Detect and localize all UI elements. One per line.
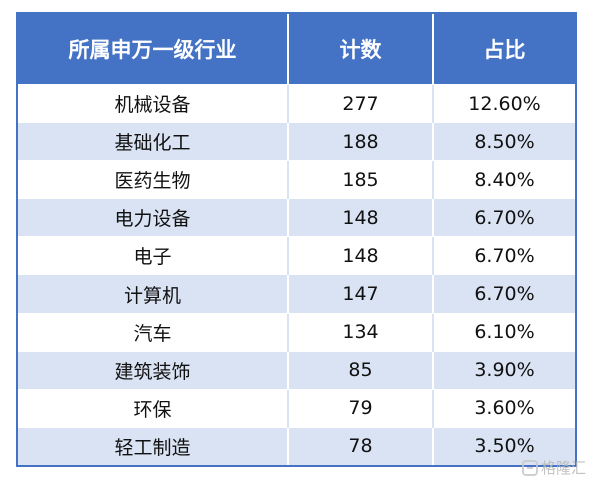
- cell-count: 148: [288, 198, 434, 237]
- cell-count: 78: [288, 426, 434, 465]
- table-row: 计算机 147 6.70%: [18, 274, 575, 314]
- header-count: 计数: [288, 14, 434, 85]
- cell-industry: 医药生物: [18, 160, 289, 199]
- cell-share: 3.60%: [433, 388, 575, 428]
- cell-count: 85: [288, 350, 434, 390]
- table-row: 汽车 134 6.10%: [18, 312, 575, 352]
- gelonghui-logo-icon: [521, 459, 538, 476]
- cell-share: 6.70%: [433, 236, 575, 275]
- industry-table: 所属申万一级行业 计数 占比 机械设备 277 12.60% 基础化工 188 …: [18, 14, 575, 465]
- table-row: 机械设备 277 12.60%: [18, 83, 575, 123]
- cell-share: 6.70%: [433, 198, 575, 237]
- table-row: 环保 79 3.60%: [18, 388, 575, 428]
- header-share: 占比: [433, 14, 575, 85]
- cell-count: 188: [288, 122, 434, 161]
- cell-count: 148: [288, 236, 434, 275]
- cell-industry: 机械设备: [18, 83, 289, 123]
- cell-share: 6.10%: [433, 312, 575, 352]
- table-row: 轻工制造 78 3.50%: [18, 426, 575, 465]
- cell-count: 185: [288, 160, 434, 199]
- header-industry: 所属申万一级行业: [18, 14, 289, 85]
- cell-share: 3.50%: [433, 426, 575, 465]
- watermark-text: 格隆汇: [540, 459, 586, 477]
- cell-share: 8.40%: [433, 160, 575, 199]
- cell-industry: 轻工制造: [18, 426, 289, 465]
- cell-industry: 建筑装饰: [18, 350, 289, 390]
- cell-share: 12.60%: [433, 83, 575, 123]
- table-row: 建筑装饰 85 3.90%: [18, 350, 575, 390]
- table-row: 电子 148 6.70%: [18, 236, 575, 275]
- cell-share: 3.90%: [433, 350, 575, 390]
- cell-industry: 汽车: [18, 312, 289, 352]
- cell-count: 277: [288, 83, 434, 123]
- cell-share: 8.50%: [433, 122, 575, 161]
- cell-industry: 电力设备: [18, 198, 289, 237]
- cell-industry: 环保: [18, 388, 289, 428]
- table-row: 基础化工 188 8.50%: [18, 122, 575, 161]
- table-row: 医药生物 185 8.40%: [18, 160, 575, 199]
- cell-count: 147: [288, 274, 434, 314]
- cell-count: 134: [288, 312, 434, 352]
- industry-table-container: 所属申万一级行业 计数 占比 机械设备 277 12.60% 基础化工 188 …: [16, 12, 577, 467]
- cell-share: 6.70%: [433, 274, 575, 314]
- cell-industry: 基础化工: [18, 122, 289, 161]
- cell-industry: 计算机: [18, 274, 289, 314]
- table-header-row: 所属申万一级行业 计数 占比: [18, 14, 575, 85]
- watermark: 格隆汇: [521, 457, 586, 478]
- table-row: 电力设备 148 6.70%: [18, 198, 575, 237]
- cell-count: 79: [288, 388, 434, 428]
- cell-industry: 电子: [18, 236, 289, 275]
